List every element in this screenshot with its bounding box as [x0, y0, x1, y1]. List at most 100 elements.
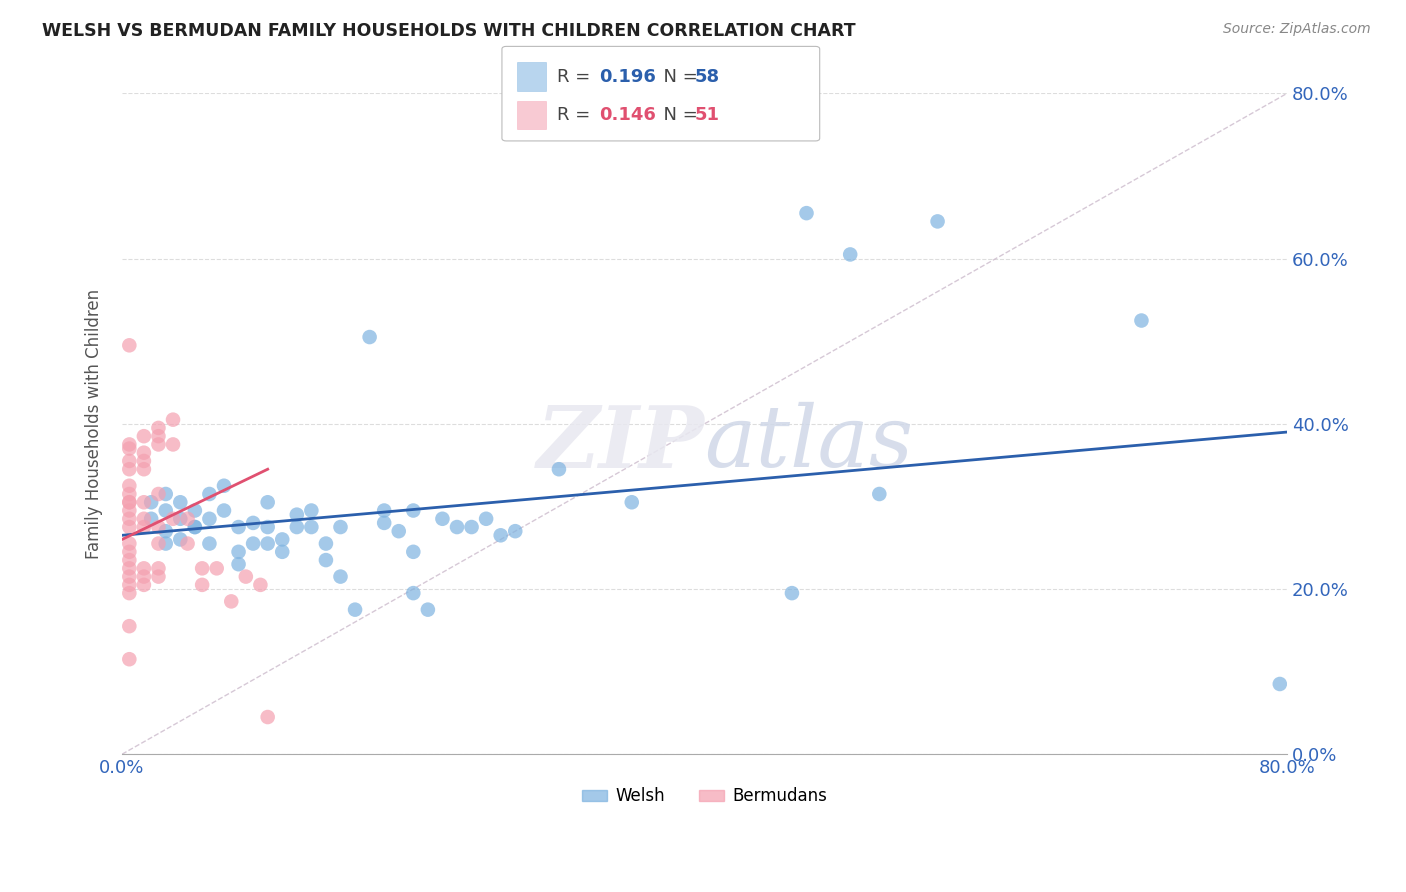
- Point: [416, 602, 439, 616]
- Point: [176, 536, 198, 550]
- Point: [148, 429, 170, 443]
- Text: 0.146: 0.146: [599, 106, 655, 124]
- Point: [169, 512, 191, 526]
- Point: [228, 545, 250, 559]
- Point: [118, 512, 141, 526]
- Point: [148, 520, 170, 534]
- Point: [285, 520, 308, 534]
- Point: [235, 569, 257, 583]
- Point: [344, 602, 367, 616]
- Point: [780, 586, 803, 600]
- Text: Source: ZipAtlas.com: Source: ZipAtlas.com: [1223, 22, 1371, 37]
- Point: [148, 437, 170, 451]
- Point: [118, 338, 141, 352]
- Point: [118, 442, 141, 456]
- Point: [373, 503, 395, 517]
- Point: [228, 558, 250, 572]
- Point: [299, 520, 322, 534]
- Point: [155, 536, 177, 550]
- Text: N =: N =: [652, 68, 704, 86]
- Point: [242, 536, 264, 550]
- Point: [132, 446, 155, 460]
- Text: 58: 58: [695, 68, 720, 86]
- Point: [432, 512, 454, 526]
- Point: [148, 569, 170, 583]
- Point: [198, 536, 221, 550]
- Point: [184, 520, 207, 534]
- Point: [548, 462, 571, 476]
- Point: [132, 520, 155, 534]
- Point: [1130, 313, 1153, 327]
- Point: [212, 479, 235, 493]
- Point: [132, 454, 155, 468]
- Point: [155, 503, 177, 517]
- Point: [271, 533, 294, 547]
- Point: [118, 495, 141, 509]
- Text: R =: R =: [557, 68, 596, 86]
- Point: [162, 437, 184, 451]
- Point: [796, 206, 818, 220]
- Point: [118, 578, 141, 592]
- Point: [118, 569, 141, 583]
- Legend: Welsh, Bermudans: Welsh, Bermudans: [575, 780, 834, 812]
- Text: N =: N =: [652, 106, 704, 124]
- Point: [132, 569, 155, 583]
- Text: ZIP: ZIP: [537, 402, 704, 485]
- Point: [315, 553, 337, 567]
- Point: [184, 520, 207, 534]
- Point: [402, 545, 425, 559]
- Point: [169, 495, 191, 509]
- Point: [132, 495, 155, 509]
- Point: [839, 247, 862, 261]
- Point: [148, 487, 170, 501]
- Point: [256, 520, 278, 534]
- Point: [285, 508, 308, 522]
- Point: [176, 512, 198, 526]
- Point: [198, 512, 221, 526]
- Point: [141, 495, 163, 509]
- Point: [228, 520, 250, 534]
- Text: R =: R =: [557, 106, 596, 124]
- Point: [191, 561, 214, 575]
- Point: [118, 479, 141, 493]
- Point: [148, 536, 170, 550]
- Point: [155, 487, 177, 501]
- Point: [402, 586, 425, 600]
- Point: [118, 520, 141, 534]
- Point: [359, 330, 381, 344]
- Point: [169, 533, 191, 547]
- Point: [256, 495, 278, 509]
- Point: [118, 619, 141, 633]
- Point: [315, 536, 337, 550]
- Point: [329, 520, 352, 534]
- Text: 0.196: 0.196: [599, 68, 655, 86]
- Point: [219, 594, 242, 608]
- Point: [184, 503, 207, 517]
- Point: [212, 503, 235, 517]
- Point: [118, 437, 141, 451]
- Point: [256, 710, 278, 724]
- Point: [388, 524, 411, 538]
- Point: [373, 516, 395, 530]
- Point: [132, 512, 155, 526]
- Point: [132, 561, 155, 575]
- Point: [198, 487, 221, 501]
- Point: [475, 512, 498, 526]
- Point: [191, 578, 214, 592]
- Point: [256, 536, 278, 550]
- Point: [249, 578, 271, 592]
- Point: [118, 536, 141, 550]
- Point: [1268, 677, 1291, 691]
- Point: [155, 524, 177, 538]
- Point: [162, 512, 184, 526]
- Y-axis label: Family Households with Children: Family Households with Children: [86, 289, 103, 559]
- Point: [118, 462, 141, 476]
- Point: [503, 524, 526, 538]
- Point: [329, 569, 352, 583]
- Point: [242, 516, 264, 530]
- Point: [118, 545, 141, 559]
- Point: [118, 553, 141, 567]
- Point: [460, 520, 482, 534]
- Text: WELSH VS BERMUDAN FAMILY HOUSEHOLDS WITH CHILDREN CORRELATION CHART: WELSH VS BERMUDAN FAMILY HOUSEHOLDS WITH…: [42, 22, 856, 40]
- Point: [620, 495, 643, 509]
